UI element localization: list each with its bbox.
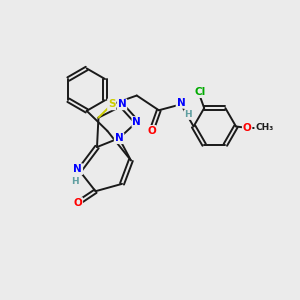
Text: S: S [108, 99, 116, 110]
Text: O: O [243, 123, 251, 133]
Text: Cl: Cl [194, 87, 206, 97]
Text: O: O [74, 198, 82, 208]
Text: N: N [74, 164, 82, 174]
Text: H: H [184, 110, 192, 119]
Text: N: N [176, 98, 185, 108]
Text: CH₃: CH₃ [255, 123, 273, 132]
Text: N: N [132, 117, 141, 127]
Text: N: N [118, 99, 126, 110]
Text: H: H [71, 177, 79, 186]
Text: O: O [147, 126, 156, 136]
Text: N: N [115, 133, 124, 143]
